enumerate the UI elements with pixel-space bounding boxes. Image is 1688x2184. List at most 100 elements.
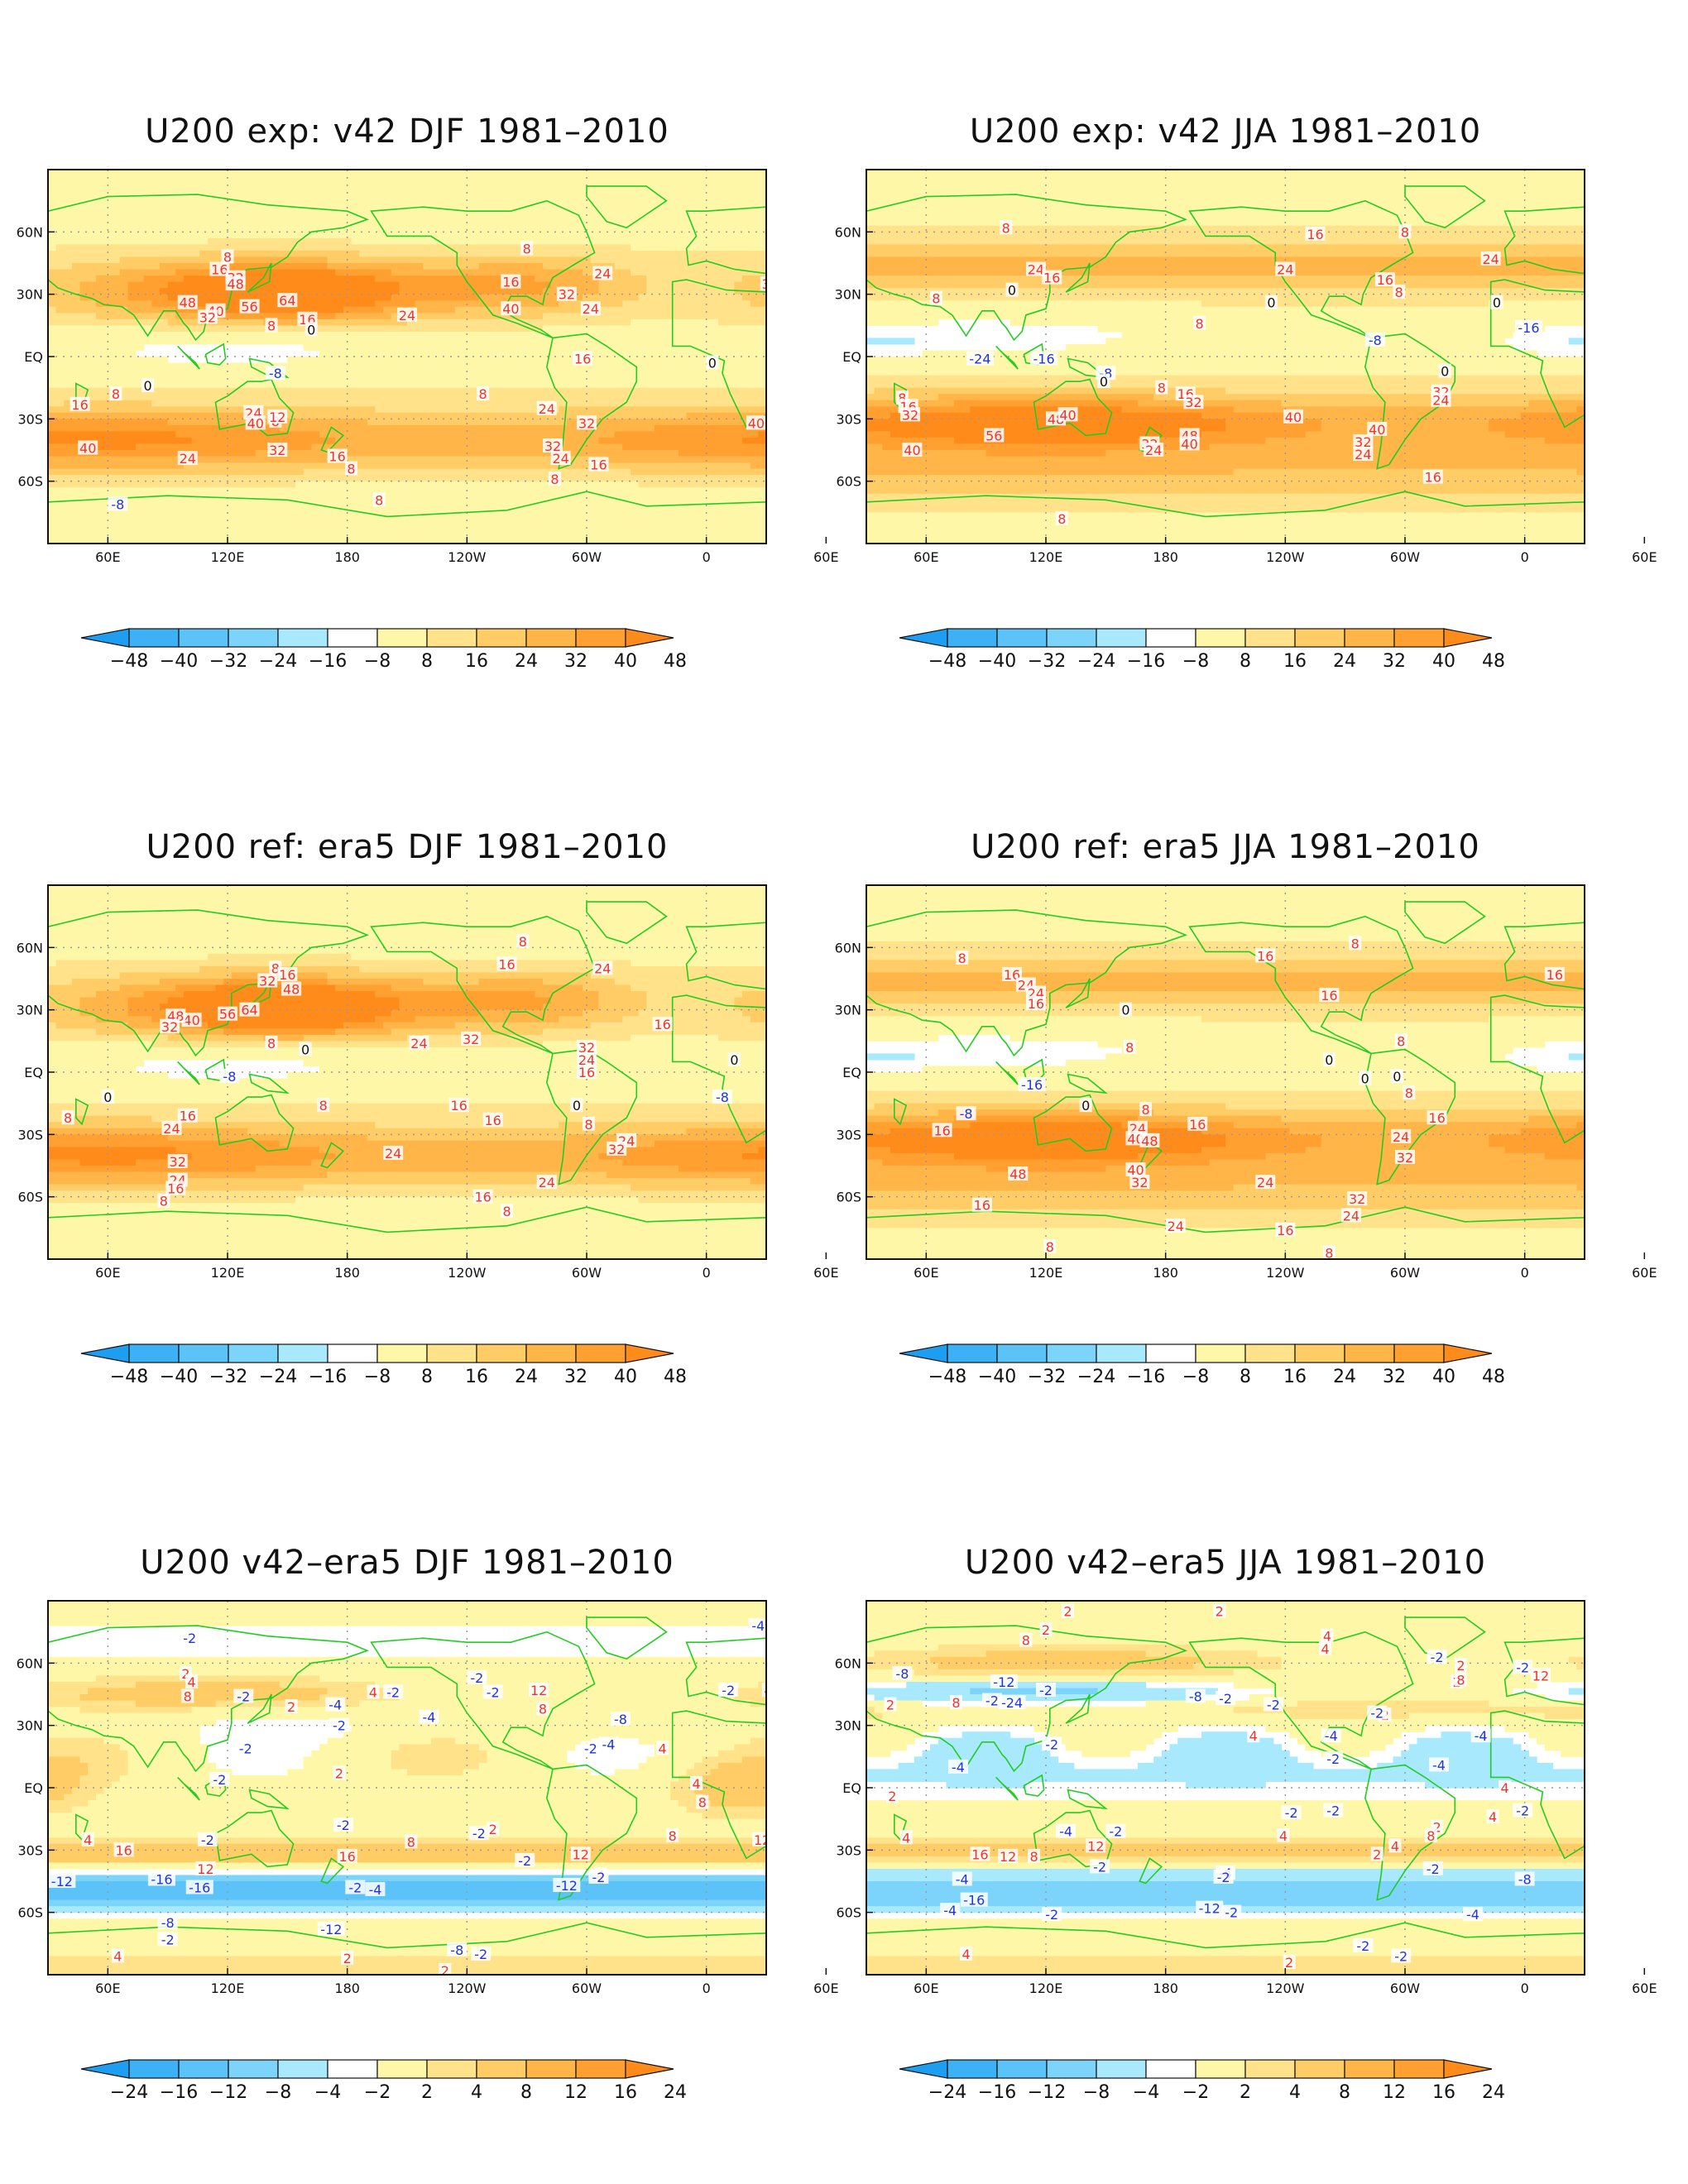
coastlines xyxy=(866,185,1585,544)
contour-label: -2 xyxy=(985,1693,999,1709)
colorbar-tick-label: −16 xyxy=(309,1367,347,1387)
contour-label: 12 xyxy=(1000,1849,1016,1865)
contour-label: -2 xyxy=(722,1683,735,1698)
contour-label: 0 xyxy=(1081,1098,1090,1114)
colorbar-tick-label: 24 xyxy=(1482,2082,1505,2103)
contour-label: -2 xyxy=(472,1826,486,1842)
contour-label: 2 xyxy=(1042,1622,1050,1638)
contour-label: 8 xyxy=(1002,220,1010,236)
contour-label: 0 xyxy=(1493,295,1501,311)
x-tick-label: 60W xyxy=(1390,1265,1420,1281)
colorbar-tick-label: −32 xyxy=(209,651,247,672)
panel-diff-djf: U200 v42–era5 DJF 1981–2010 -4-22482-2-4… xyxy=(17,1544,839,2103)
contour-label: 32 xyxy=(1185,395,1201,410)
contour-label: -2 xyxy=(1654,1655,1667,1671)
contour-label: -4 xyxy=(1325,1728,1338,1744)
contour-label: -8 xyxy=(1189,1689,1202,1705)
contour-label: -2 xyxy=(183,1631,196,1646)
x-tick-label: 120W xyxy=(1266,549,1305,565)
colorbar: −48 −40 −32 −24 −16 −8 8 16 24 32 40 48 xyxy=(899,1343,1505,1387)
colorbar-tick-label: 12 xyxy=(564,2082,587,2103)
colorbar-box xyxy=(327,2059,378,2079)
colorbar-extend-high xyxy=(1443,628,1493,648)
contour-label: 8 xyxy=(1456,1672,1465,1688)
colorbar-tick-label: 24 xyxy=(664,2082,687,2103)
colorbar-tick-label: −4 xyxy=(314,2082,341,2103)
colorbar-tick-label: 16 xyxy=(465,1367,488,1387)
x-tick-label: 60W xyxy=(572,549,602,565)
wind-shading xyxy=(866,170,1585,544)
contour-label: 4 xyxy=(1391,1838,1399,1854)
contour-label: -8 xyxy=(161,1915,175,1931)
x-tick-label: 60E xyxy=(95,549,120,565)
colorbar-box xyxy=(1244,628,1296,648)
contour-label: 4 xyxy=(1279,1828,1288,1844)
colorbar-tick-label: −24 xyxy=(928,2082,966,2103)
colorbar-tick-label: −16 xyxy=(160,2082,198,2103)
contour-label: 24 xyxy=(1168,1219,1184,1234)
contour-label: -4 xyxy=(1657,1834,1671,1850)
colorbar-tick-label: −12 xyxy=(209,2082,247,2103)
colorbar-box xyxy=(525,1343,577,1363)
colorbar-tick-label: −48 xyxy=(110,1367,148,1387)
colorbar-tick-label: 16 xyxy=(614,2082,637,2103)
contour-label: 16 xyxy=(115,1842,132,1858)
colorbar-box xyxy=(1344,2059,1395,2079)
colorbar-tick-label: −24 xyxy=(259,651,297,672)
colorbar-tick-label: −24 xyxy=(110,2082,148,2103)
contour-label: 0 xyxy=(1121,1003,1129,1018)
contour-label: 8 xyxy=(958,951,966,966)
colorbar-box xyxy=(996,628,1048,648)
x-tick-label: 120E xyxy=(211,549,245,565)
colorbar-tick-label: 32 xyxy=(1383,1367,1406,1387)
contour-label: -2 xyxy=(1394,1948,1407,1964)
colorbar-extend-low xyxy=(80,2059,130,2079)
contour-label: -2 xyxy=(1516,1660,1529,1675)
contour-label: 16 xyxy=(279,967,295,983)
contour-label: 56 xyxy=(219,1007,236,1023)
contour-label: 8 xyxy=(952,1695,960,1711)
contour-label: 2 xyxy=(181,1666,189,1682)
colorbar-box xyxy=(1096,1343,1147,1363)
colorbar-tick-label: −8 xyxy=(364,651,391,672)
contour-label: -2 xyxy=(1217,1870,1230,1885)
colorbar-tick-label: −8 xyxy=(1182,651,1209,672)
contour-labels: 8163248645640483216248816322440243216000… xyxy=(70,241,766,512)
colorbar-box xyxy=(178,2059,229,2079)
contour-label: 8 xyxy=(1158,381,1166,396)
colorbar-tick-label: −32 xyxy=(209,1367,247,1387)
contour-label: 32 xyxy=(559,287,575,303)
colorbar-box xyxy=(426,1343,477,1363)
contour-label: 16 xyxy=(1547,967,1563,983)
contour-label: -2 xyxy=(239,1741,252,1756)
contour-label: -2 xyxy=(1427,1861,1440,1877)
contour-label: 0 xyxy=(730,1052,738,1068)
colorbar: −24 −16 −12 −8 −4 −2 2 4 8 12 16 24 xyxy=(80,2059,687,2103)
axis-labels: 60E 120E 180 120W 60W 0 60E 60N 30N EQ 30S 60S xyxy=(835,1655,1657,1996)
colorbar-extend-high xyxy=(625,2059,674,2079)
contour-label: -4 xyxy=(1475,1728,1488,1744)
colorbar-tick-label: 24 xyxy=(1333,651,1356,672)
contour-label: -2 xyxy=(1093,1859,1106,1875)
colorbar-box xyxy=(1344,1343,1395,1363)
contour-label: -2 xyxy=(487,1684,500,1700)
contour-label: 0 xyxy=(103,1090,112,1105)
contour-label: 4 xyxy=(1249,1728,1258,1744)
contour-label: 2 xyxy=(1373,1846,1381,1862)
x-tick-label: 60W xyxy=(1390,1980,1420,1996)
contour-label: 48 xyxy=(227,276,243,292)
contour-label: -2 xyxy=(161,1932,175,1947)
x-tick-label: 180 xyxy=(1153,1980,1178,1996)
colorbar-box xyxy=(426,628,477,648)
x-tick-label: 60E xyxy=(813,1265,838,1281)
contour-label: 64 xyxy=(279,293,295,309)
contour-label: 4 xyxy=(764,1683,772,1698)
contour-label: 16 xyxy=(498,956,515,972)
contour-label: 16 xyxy=(1632,235,1648,251)
contour-label: 24 xyxy=(1355,447,1371,462)
contour-label: 24 xyxy=(1257,1175,1273,1190)
contour-label: 0 xyxy=(1100,374,1108,390)
contour-label: 0 xyxy=(1361,1071,1369,1087)
